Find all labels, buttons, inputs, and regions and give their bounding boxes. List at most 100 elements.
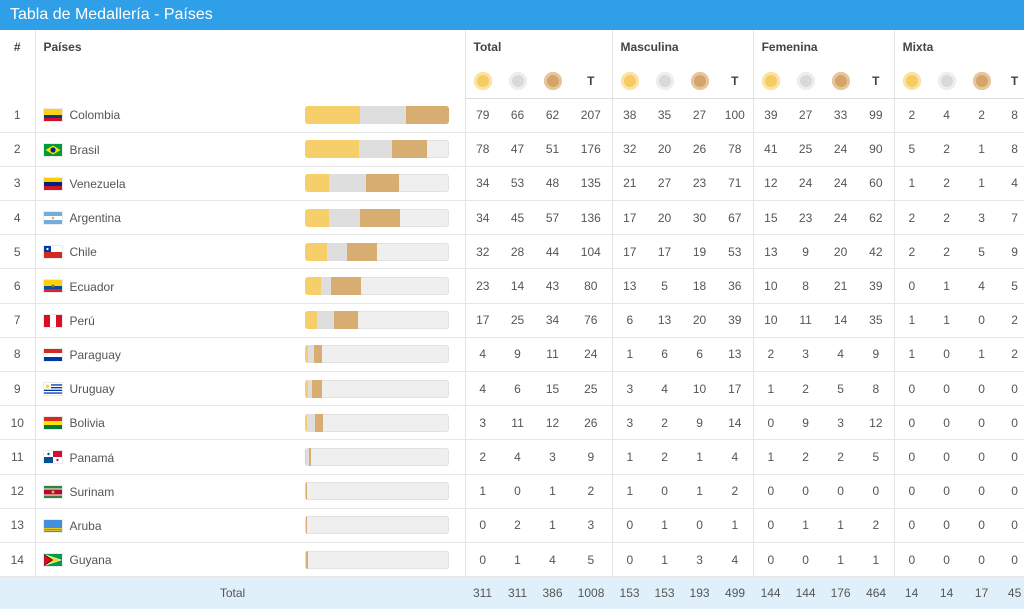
masculina-gold-cell: 3 (611, 405, 648, 441)
femenina-silver-cell: 9 (788, 234, 824, 270)
masculina-silver-cell: 4 (647, 371, 683, 407)
femenina-bronze-cell: 5 (823, 371, 859, 407)
femenina-gold-medal-header[interactable] (752, 64, 789, 99)
table-row[interactable]: 12 Surinam 1 0 1 2 1 0 1 2 0 0 0 0 0 0 0 0 (0, 474, 1024, 509)
femenina-total-cell: 39 (858, 268, 895, 304)
masculina-silver-cell: 27 (647, 166, 683, 202)
femenina-gold-cell: 39 (752, 98, 789, 133)
total-bronze-cell: 51 (535, 132, 571, 167)
mixta-total-cell: 2 (999, 337, 1024, 373)
country-name[interactable]: Perú (69, 313, 95, 328)
country-name[interactable]: Argentina (69, 211, 121, 226)
country-name[interactable]: Surinam (69, 484, 115, 499)
total-gold-cell: 17 (464, 303, 501, 338)
country-name[interactable]: Bolivia (69, 416, 105, 431)
medal-progress-bar (305, 105, 449, 124)
mixta-bronze-cell: 5 (964, 234, 1000, 270)
country-name[interactable]: Panamá (69, 450, 115, 465)
mixta-gold-medal-header[interactable] (893, 64, 930, 99)
total-silver-medal-header[interactable] (500, 64, 536, 99)
country-name[interactable]: Guyana (69, 552, 112, 567)
total-silver-cell: 25 (500, 303, 536, 338)
footer-mixta-silver-cell: 14 (929, 576, 965, 609)
gold-medal-icon (473, 71, 492, 90)
table-row[interactable]: 14 Guyana 0 1 4 5 0 1 3 4 0 0 1 1 0 0 0 0 (0, 542, 1024, 578)
country-name[interactable]: Venezuela (69, 176, 126, 191)
flag-paraguay-icon (43, 348, 62, 361)
femenina-silver-medal-header[interactable] (788, 64, 824, 99)
total-bronze-cell: 11 (535, 337, 571, 373)
medal-bar-cell (305, 439, 466, 475)
total-bronze-medal-header[interactable] (535, 64, 571, 99)
country-name[interactable]: Paraguay (69, 347, 121, 362)
country-name[interactable]: Ecuador (69, 279, 115, 294)
masculina-bronze-cell: 30 (682, 200, 718, 236)
total-silver-cell: 1 (500, 542, 536, 578)
footer-masculina-silver-cell: 153 (647, 576, 683, 609)
mixta-silver-cell: 0 (929, 439, 965, 475)
table-row[interactable]: 1 Colombia 79 66 62 207 38 35 27 100 39 27 33 99 2 4 2 8 (0, 98, 1024, 133)
gold-segment (305, 140, 360, 159)
femenina-bronze-cell: 1 (823, 508, 859, 543)
masculina-gold-cell: 17 (611, 200, 648, 236)
bronze-medal-icon (972, 71, 991, 90)
mixta-total-cell: 0 (999, 542, 1024, 578)
femenina-total-cell: 8 (858, 371, 895, 407)
gold-medal-icon (902, 71, 921, 90)
total-total-cell: 3 (570, 508, 613, 543)
masculina-gold-medal-header[interactable] (611, 64, 648, 99)
table-row[interactable]: 8 Paraguay 4 9 11 24 1 6 6 13 2 3 4 9 1 0 1 2 (0, 337, 1024, 373)
mixta-bronze-medal-header[interactable] (964, 64, 1000, 99)
mixta-silver-medal-header[interactable] (929, 64, 965, 99)
country-name[interactable]: Aruba (69, 518, 102, 533)
table-row[interactable]: 5 Chile 32 28 44 104 17 17 19 53 13 9 20 42 2 2 5 9 (0, 234, 1024, 270)
table-row[interactable]: 7 Perú 17 25 34 76 6 13 20 39 10 11 14 35 1 1 0 2 (0, 303, 1024, 338)
table-row[interactable]: 6 Ecuador 23 14 43 80 13 5 18 36 10 8 21 39 0 1 4 5 (0, 268, 1024, 304)
total-silver-cell: 2 (500, 508, 536, 543)
table-row[interactable]: 3 Venezuela 34 53 48 135 21 27 23 71 12 24 24 60 1 2 1 4 (0, 166, 1024, 202)
country-name[interactable]: Brasil (69, 142, 100, 157)
table-row[interactable]: 4 Argentina 34 45 57 136 17 20 30 67 15 23 24 62 2 2 3 7 (0, 200, 1024, 236)
mixta-bronze-cell: 0 (964, 405, 1000, 441)
group-header-total: Total (464, 30, 613, 64)
masculina-total-header[interactable]: T (717, 64, 754, 99)
femenina-total-header[interactable]: T (858, 64, 895, 99)
mixta-silver-cell: 2 (929, 132, 965, 167)
masculina-bronze-cell: 26 (682, 132, 718, 167)
gold-medal-icon (761, 71, 780, 90)
medal-bar-cell (305, 405, 466, 441)
country-name[interactable]: Uruguay (69, 382, 115, 396)
table-row[interactable]: 2 Brasil 78 47 51 176 32 20 26 78 41 25 24 90 5 2 1 8 (0, 132, 1024, 167)
total-gold-cell: 1 (464, 474, 501, 509)
masculina-silver-medal-header[interactable] (647, 64, 683, 99)
country-name[interactable]: Chile (69, 245, 97, 260)
table-row[interactable]: 10 Bolivia 3 11 12 26 3 2 9 14 0 9 3 12 0 0 0 0 (0, 405, 1024, 441)
masculina-gold-cell: 1 (611, 337, 648, 373)
bronze-segment (305, 550, 309, 569)
total-gold-medal-header[interactable] (464, 64, 501, 99)
medal-progress-bar (305, 516, 449, 535)
mixta-total-header[interactable]: T (999, 64, 1024, 99)
table-row[interactable]: 11 Panamá 2 4 3 9 1 2 1 4 1 2 2 5 0 0 0 0 (0, 439, 1024, 475)
masculina-bronze-medal-header[interactable] (682, 64, 718, 99)
rank-header[interactable]: # (13, 40, 21, 54)
medal-bar-cell (305, 166, 466, 202)
medal-bar-cell (305, 98, 466, 133)
mixta-bronze-cell: 1 (964, 166, 1000, 202)
femenina-bronze-medal-header[interactable] (823, 64, 859, 99)
silver-segment (306, 447, 310, 466)
country-cell: Argentina (34, 200, 305, 236)
femenina-gold-cell: 2 (752, 337, 789, 373)
femenina-bronze-cell: 33 (823, 98, 859, 133)
country-header[interactable]: Países (34, 30, 466, 98)
table-row[interactable]: 13 Aruba 0 2 1 3 0 1 0 1 0 1 1 2 0 0 0 0 (0, 508, 1024, 543)
total-total-cell: 2 (570, 474, 613, 509)
country-name[interactable]: Colombia (69, 108, 121, 123)
total-total-header[interactable]: T (570, 64, 613, 99)
medal-progress-bar (305, 345, 449, 364)
bronze-segment (405, 105, 449, 124)
masculina-total-cell: 67 (717, 200, 754, 236)
country-cell: Ecuador (34, 268, 305, 304)
table-row[interactable]: 9 Uruguay 4 6 15 25 3 4 10 17 1 2 5 8 0 0 0 0 (0, 371, 1024, 407)
country-cell: Uruguay (34, 371, 305, 407)
